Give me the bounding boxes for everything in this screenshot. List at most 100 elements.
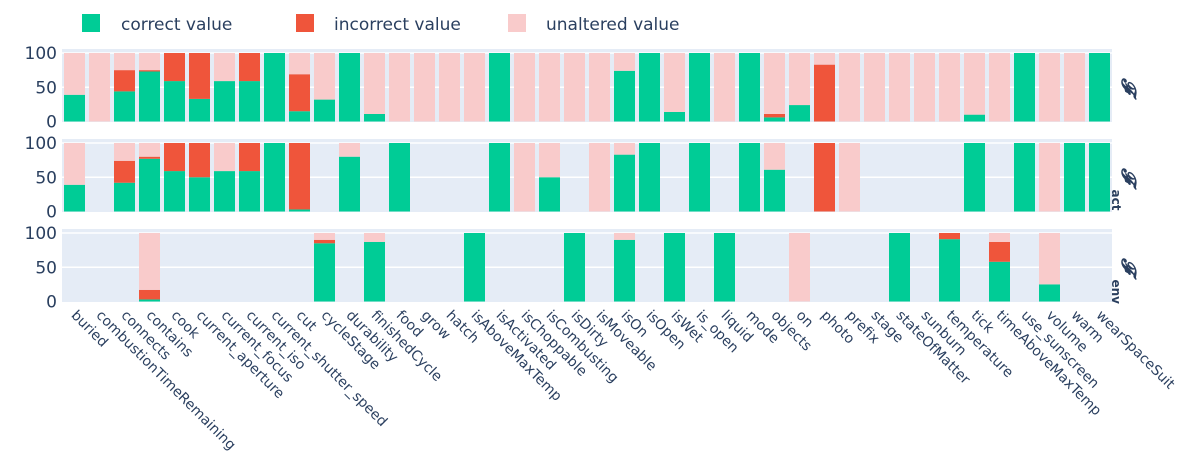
bar-objects-unaltered-value[interactable] bbox=[764, 143, 785, 170]
bar-isCombusting-unaltered-value[interactable] bbox=[539, 53, 560, 122]
bar-buried-correct-value[interactable] bbox=[64, 94, 85, 122]
bar-isOn-unaltered-value[interactable] bbox=[614, 143, 635, 155]
bar-connects-correct-value[interactable] bbox=[114, 182, 135, 212]
bar-timeAboveMaxTemp-correct-value[interactable] bbox=[989, 261, 1010, 302]
bar-volume-unaltered-value[interactable] bbox=[1039, 53, 1060, 122]
bar-current_iso-incorrect-value[interactable] bbox=[239, 143, 260, 172]
bar-current_focus-correct-value[interactable] bbox=[214, 171, 235, 212]
bar-timeAboveMaxTemp-unaltered-value[interactable] bbox=[989, 233, 1010, 242]
bar-cycleStage-correct-value[interactable] bbox=[314, 99, 335, 122]
bar-volume-unaltered-value[interactable] bbox=[1039, 233, 1060, 285]
bar-objects-correct-value[interactable] bbox=[764, 169, 785, 212]
bar-grow-unaltered-value[interactable] bbox=[414, 53, 435, 122]
bar-isOn-unaltered-value[interactable] bbox=[614, 53, 635, 71]
bar-finishedCycle-unaltered-value[interactable] bbox=[364, 53, 385, 114]
bar-stage-unaltered-value[interactable] bbox=[864, 53, 885, 122]
bar-wearSpaceSuit-correct-value[interactable] bbox=[1089, 53, 1110, 122]
bar-is_open-correct-value[interactable] bbox=[689, 143, 710, 212]
bar-current_aperture-correct-value[interactable] bbox=[189, 177, 210, 212]
bar-buried-unaltered-value[interactable] bbox=[64, 53, 85, 95]
bar-sunburn-unaltered-value[interactable] bbox=[914, 53, 935, 122]
bar-contains-correct-value[interactable] bbox=[139, 158, 160, 212]
bar-finishedCycle-unaltered-value[interactable] bbox=[364, 233, 385, 242]
bar-cut-incorrect-value[interactable] bbox=[289, 74, 310, 112]
bar-cut-incorrect-value[interactable] bbox=[289, 143, 310, 210]
bar-objects-correct-value[interactable] bbox=[764, 117, 785, 122]
bar-finishedCycle-correct-value[interactable] bbox=[364, 241, 385, 302]
bar-isDirty-correct-value[interactable] bbox=[564, 233, 585, 302]
bar-volume-correct-value[interactable] bbox=[1039, 284, 1060, 302]
bar-combustionTimeRemaining-unaltered-value[interactable] bbox=[89, 53, 110, 122]
bar-connects-incorrect-value[interactable] bbox=[114, 160, 135, 183]
bar-current_focus-correct-value[interactable] bbox=[214, 81, 235, 122]
bar-connects-incorrect-value[interactable] bbox=[114, 70, 135, 92]
bar-current_aperture-incorrect-value[interactable] bbox=[189, 143, 210, 178]
bar-is_open-correct-value[interactable] bbox=[689, 53, 710, 122]
bar-connects-correct-value[interactable] bbox=[114, 91, 135, 122]
bar-temperature-correct-value[interactable] bbox=[939, 239, 960, 302]
bar-contains-correct-value[interactable] bbox=[139, 299, 160, 302]
bar-buried-unaltered-value[interactable] bbox=[64, 143, 85, 185]
bar-food-correct-value[interactable] bbox=[389, 143, 410, 212]
bar-contains-incorrect-value[interactable] bbox=[139, 70, 160, 72]
bar-objects-unaltered-value[interactable] bbox=[764, 53, 785, 114]
bar-isWet-correct-value[interactable] bbox=[664, 233, 685, 302]
bar-isWet-unaltered-value[interactable] bbox=[664, 53, 685, 112]
bar-temperature-incorrect-value[interactable] bbox=[939, 233, 960, 240]
bar-isOn-correct-value[interactable] bbox=[614, 70, 635, 122]
bar-current_shutter_speed-correct-value[interactable] bbox=[264, 53, 285, 122]
bar-current_iso-correct-value[interactable] bbox=[239, 81, 260, 122]
bar-photo-incorrect-value[interactable] bbox=[814, 143, 835, 212]
bar-current_iso-correct-value[interactable] bbox=[239, 171, 260, 212]
bar-current_aperture-correct-value[interactable] bbox=[189, 98, 210, 122]
bar-on-unaltered-value[interactable] bbox=[789, 233, 810, 302]
bar-isOn-unaltered-value[interactable] bbox=[614, 233, 635, 240]
bar-cycleStage-unaltered-value[interactable] bbox=[314, 53, 335, 100]
bar-warm-correct-value[interactable] bbox=[1064, 143, 1085, 212]
bar-current_aperture-incorrect-value[interactable] bbox=[189, 53, 210, 99]
bar-prefix-unaltered-value[interactable] bbox=[839, 53, 860, 122]
bar-current_shutter_speed-correct-value[interactable] bbox=[264, 143, 285, 212]
bar-isDirty-unaltered-value[interactable] bbox=[564, 53, 585, 122]
bar-on-correct-value[interactable] bbox=[789, 105, 810, 122]
bar-cut-correct-value[interactable] bbox=[289, 209, 310, 212]
bar-isOn-correct-value[interactable] bbox=[614, 239, 635, 302]
bar-contains-unaltered-value[interactable] bbox=[139, 233, 160, 290]
bar-isAboveMaxTemp-correct-value[interactable] bbox=[464, 233, 485, 302]
bar-objects-incorrect-value[interactable] bbox=[764, 113, 785, 118]
bar-cycleStage-incorrect-value[interactable] bbox=[314, 239, 335, 244]
bar-isMoveable-unaltered-value[interactable] bbox=[589, 143, 610, 212]
bar-buried-correct-value[interactable] bbox=[64, 184, 85, 212]
bar-durability-correct-value[interactable] bbox=[339, 156, 360, 212]
bar-use_sunscreen-correct-value[interactable] bbox=[1014, 53, 1035, 122]
bar-durability-unaltered-value[interactable] bbox=[339, 143, 360, 157]
bar-tick-correct-value[interactable] bbox=[964, 114, 985, 122]
bar-current_focus-unaltered-value[interactable] bbox=[214, 53, 235, 82]
bar-isMoveable-unaltered-value[interactable] bbox=[589, 53, 610, 122]
bar-contains-incorrect-value[interactable] bbox=[139, 289, 160, 300]
bar-tick-unaltered-value[interactable] bbox=[964, 53, 985, 115]
bar-contains-unaltered-value[interactable] bbox=[139, 143, 160, 157]
bar-finishedCycle-correct-value[interactable] bbox=[364, 113, 385, 122]
bar-isCombusting-unaltered-value[interactable] bbox=[539, 143, 560, 178]
bar-wearSpaceSuit-correct-value[interactable] bbox=[1089, 143, 1110, 212]
bar-liquid-unaltered-value[interactable] bbox=[714, 53, 735, 122]
bar-hatch-unaltered-value[interactable] bbox=[439, 53, 460, 122]
bar-stateOfMatter-unaltered-value[interactable] bbox=[889, 53, 910, 122]
bar-connects-unaltered-value[interactable] bbox=[114, 53, 135, 71]
bar-cook-incorrect-value[interactable] bbox=[164, 53, 185, 82]
bar-cook-correct-value[interactable] bbox=[164, 171, 185, 212]
bar-timeAboveMaxTemp-unaltered-value[interactable] bbox=[989, 53, 1010, 122]
bar-current_focus-unaltered-value[interactable] bbox=[214, 143, 235, 172]
bar-prefix-unaltered-value[interactable] bbox=[839, 143, 860, 212]
bar-isWet-correct-value[interactable] bbox=[664, 111, 685, 122]
bar-contains-incorrect-value[interactable] bbox=[139, 156, 160, 159]
bar-contains-unaltered-value[interactable] bbox=[139, 53, 160, 71]
bar-cycleStage-unaltered-value[interactable] bbox=[314, 233, 335, 240]
bar-cut-unaltered-value[interactable] bbox=[289, 53, 310, 75]
bar-isCombusting-correct-value[interactable] bbox=[539, 177, 560, 212]
bar-food-unaltered-value[interactable] bbox=[389, 53, 410, 122]
bar-use_sunscreen-correct-value[interactable] bbox=[1014, 143, 1035, 212]
bar-liquid-correct-value[interactable] bbox=[714, 233, 735, 302]
legend-swatch-unaltered[interactable] bbox=[508, 14, 526, 32]
